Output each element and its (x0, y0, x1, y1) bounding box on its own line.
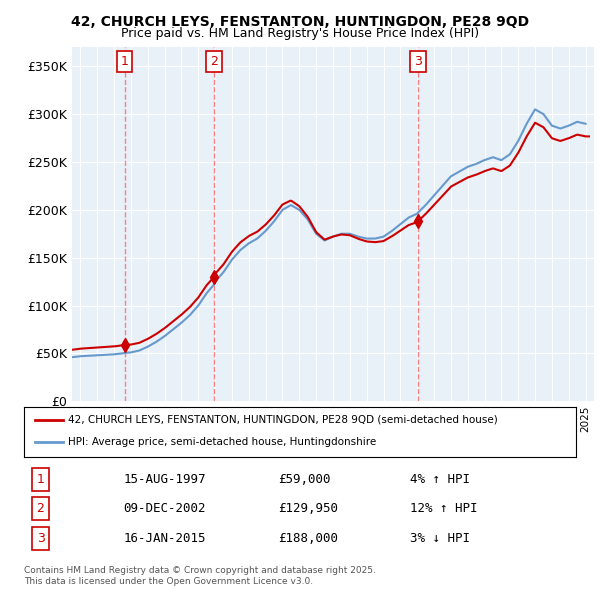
Text: 1: 1 (121, 55, 128, 68)
Text: 3: 3 (414, 55, 422, 68)
Text: 16-JAN-2015: 16-JAN-2015 (124, 532, 206, 545)
Text: 2: 2 (210, 55, 218, 68)
Text: 4% ↑ HPI: 4% ↑ HPI (410, 473, 470, 486)
Text: Price paid vs. HM Land Registry's House Price Index (HPI): Price paid vs. HM Land Registry's House … (121, 27, 479, 40)
Text: 2: 2 (37, 502, 44, 516)
Text: HPI: Average price, semi-detached house, Huntingdonshire: HPI: Average price, semi-detached house,… (68, 437, 376, 447)
Text: 12% ↑ HPI: 12% ↑ HPI (410, 502, 478, 516)
Text: 3% ↓ HPI: 3% ↓ HPI (410, 532, 470, 545)
Text: Contains HM Land Registry data © Crown copyright and database right 2025.
This d: Contains HM Land Registry data © Crown c… (24, 566, 376, 586)
Text: £59,000: £59,000 (278, 473, 331, 486)
Text: 42, CHURCH LEYS, FENSTANTON, HUNTINGDON, PE28 9QD (semi-detached house): 42, CHURCH LEYS, FENSTANTON, HUNTINGDON,… (68, 415, 498, 425)
Text: 15-AUG-1997: 15-AUG-1997 (124, 473, 206, 486)
Text: 09-DEC-2002: 09-DEC-2002 (124, 502, 206, 516)
Text: 3: 3 (37, 532, 44, 545)
Text: £129,950: £129,950 (278, 502, 338, 516)
Text: £188,000: £188,000 (278, 532, 338, 545)
Text: 1: 1 (37, 473, 44, 486)
Text: 42, CHURCH LEYS, FENSTANTON, HUNTINGDON, PE28 9QD: 42, CHURCH LEYS, FENSTANTON, HUNTINGDON,… (71, 15, 529, 29)
